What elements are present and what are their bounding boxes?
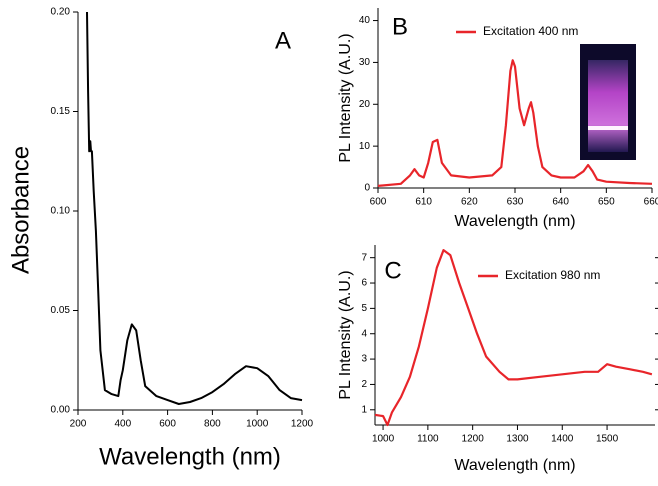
x-tick-label: 650 (598, 197, 615, 208)
data-line (377, 59, 653, 187)
x-tick-label: 600 (370, 197, 387, 208)
data-line (374, 249, 653, 427)
x-tick-label: 610 (415, 197, 432, 208)
x-tick-label: 1100 (417, 434, 439, 445)
inset-photo (580, 44, 636, 160)
y-tick-label: 6 (361, 278, 367, 289)
x-tick-label: 620 (461, 197, 478, 208)
x-axis-title: Wavelength (nm) (454, 213, 575, 230)
y-tick-label: 0.15 (51, 106, 71, 117)
x-tick-label: 400 (114, 419, 131, 430)
x-tick-label: 1300 (506, 434, 529, 445)
y-axis-title: PL Intensity (A.U.) (337, 270, 354, 399)
x-tick-label: 1500 (596, 434, 619, 445)
x-tick-label: 640 (552, 197, 569, 208)
y-tick-label: 0.10 (51, 206, 71, 217)
x-tick-label: 800 (204, 419, 221, 430)
x-tick-label: 660 (644, 197, 658, 208)
x-axis-title: Wavelength (nm) (99, 443, 281, 470)
y-tick-label: 10 (359, 141, 371, 152)
y-tick-label: 20 (359, 99, 371, 110)
x-axis-title: Wavelength (nm) (454, 457, 575, 474)
y-tick-label: 40 (359, 15, 371, 26)
legend-label: Excitation 400 nm (483, 24, 578, 38)
data-line (86, 11, 303, 405)
y-tick-label: 7 (361, 252, 367, 263)
panel-label: B (392, 13, 408, 40)
panel-label: A (275, 27, 291, 54)
x-tick-label: 1000 (246, 419, 269, 430)
y-tick-label: 1 (361, 404, 367, 415)
x-tick-label: 1200 (291, 419, 314, 430)
x-tick-label: 1400 (551, 434, 574, 445)
y-tick-label: 0.00 (51, 405, 71, 416)
y-tick-label: 0.05 (51, 305, 71, 316)
y-tick-label: 2 (361, 379, 367, 390)
legend-label: Excitation 980 nm (505, 268, 600, 282)
x-tick-label: 1000 (372, 434, 395, 445)
y-tick-label: 30 (359, 57, 371, 68)
y-tick-label: 0 (364, 183, 370, 194)
y-axis-title: Absorbance (7, 146, 34, 274)
panel-label: C (384, 257, 401, 284)
y-tick-label: 4 (361, 328, 367, 339)
x-tick-label: 600 (159, 419, 176, 430)
y-tick-label: 0.20 (51, 7, 71, 18)
y-tick-label: 3 (361, 354, 367, 365)
y-axis-title: PL Intensity (A.U.) (337, 33, 354, 162)
x-tick-label: 1200 (462, 434, 485, 445)
x-tick-label: 200 (70, 419, 87, 430)
x-tick-label: 630 (507, 197, 524, 208)
y-tick-label: 5 (361, 303, 367, 314)
